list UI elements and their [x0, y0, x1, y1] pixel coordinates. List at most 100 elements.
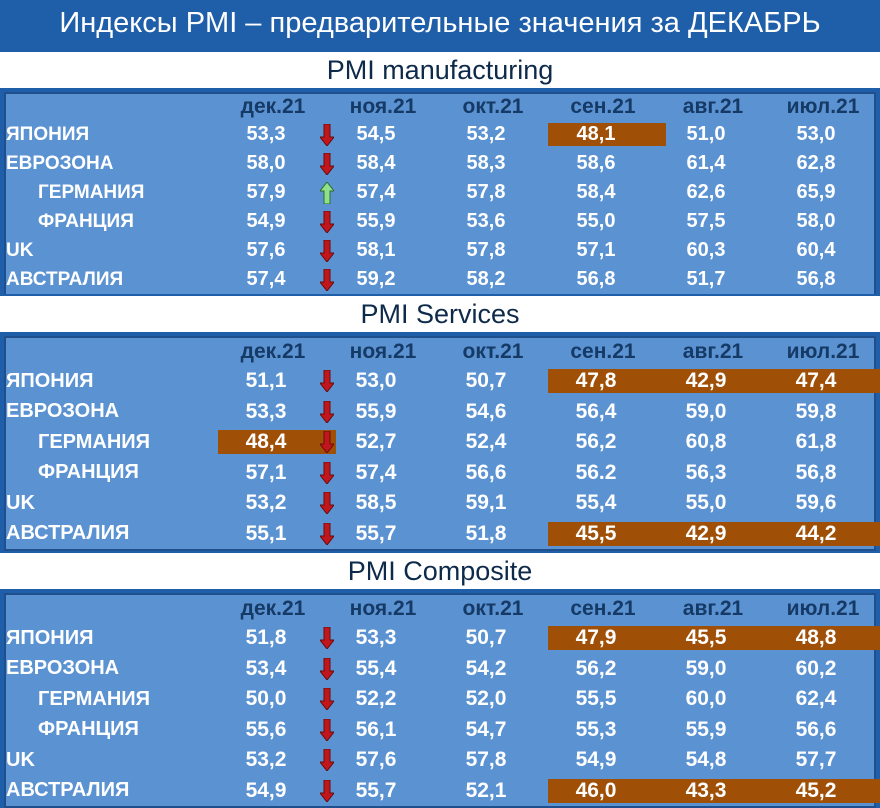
value-text: 54,9	[246, 210, 286, 232]
country-label: ФРАНЦИЯ	[38, 210, 134, 232]
value-text: 56,6	[465, 460, 507, 484]
value: 53,3	[328, 626, 446, 650]
value-text: 50,7	[465, 369, 507, 393]
value: 60,8	[658, 430, 776, 454]
value: 52,2	[328, 687, 446, 711]
value: 54,6	[438, 400, 556, 424]
value-cell: 60,3	[658, 236, 768, 265]
value-text: 56,6	[795, 717, 837, 741]
table-panel: дек.21 ноя.21 окт.21 сен.21 авг.21 июл.21 ЯПОН…	[4, 92, 876, 296]
value: 54,8	[658, 748, 776, 772]
value-cell: 55,4	[328, 654, 438, 685]
value: 56,4	[548, 400, 666, 424]
value-cell: 56,3	[658, 458, 768, 489]
value-cell: 60,2	[768, 654, 878, 685]
value: 52,1	[438, 779, 556, 803]
table-panel: дек.21 ноя.21 окт.21 сен.21 авг.21 июл.21 ЯПОН…	[4, 336, 880, 551]
value: 57,8	[438, 239, 556, 262]
value-cell: 53,0	[328, 366, 438, 397]
value: 56,8	[768, 461, 880, 485]
value-cell: 57,4	[328, 458, 438, 489]
highlighted-value: 48,1	[548, 123, 666, 146]
value: 55,3	[548, 718, 666, 742]
month-header: авг.21	[682, 597, 744, 620]
value-text: 43,3	[685, 778, 727, 802]
arrow-down-icon	[320, 431, 334, 454]
value-cell: 60,0	[658, 684, 768, 715]
month-header: июл.21	[786, 597, 860, 620]
value-text: 55,7	[355, 778, 397, 802]
value-cell: 58,0	[218, 149, 334, 178]
value: 57,4	[328, 181, 446, 204]
value-text: 62,8	[796, 152, 836, 174]
value: 52,7	[328, 430, 446, 454]
country-label: АВСТРАЛИЯ	[6, 522, 130, 545]
country-label: ГЕРМАНИЯ	[38, 687, 151, 710]
value-cell: 53,2	[218, 745, 334, 776]
value-text: 59,6	[795, 491, 837, 515]
table-row: ЕВРОЗОНА 53,3 55,9 54,6 56,4 59,0 59,8	[6, 397, 878, 428]
value-cell: 53,6	[438, 207, 548, 236]
value-text: 58,4	[356, 152, 396, 174]
value-cell: 55,7	[328, 519, 438, 550]
value-text: 61,8	[795, 430, 837, 454]
value-cell: 53,2	[218, 488, 334, 519]
value-cell: 59,1	[438, 488, 548, 519]
value-text: 42,9	[685, 521, 727, 545]
highlighted-value: 48,8	[768, 626, 880, 651]
corner-cell	[6, 595, 218, 623]
value-text: 58,4	[576, 181, 616, 203]
value-cell: 55,7	[328, 776, 438, 807]
month-header: ноя.21	[349, 340, 417, 363]
value: 56,8	[548, 268, 666, 291]
value-text: 54,7	[465, 717, 507, 741]
pmi-table: дек.21 ноя.21 окт.21 сен.21 авг.21 июл.21 ЯПОН…	[6, 338, 880, 550]
value-text: 52,4	[465, 430, 507, 454]
value: 57,9	[218, 181, 336, 204]
value: 54,9	[218, 779, 336, 803]
value: 53,3	[218, 123, 336, 146]
value: 51,8	[438, 522, 556, 546]
value-text: 59,1	[465, 491, 507, 515]
value-cell: 47,8	[548, 366, 666, 397]
value: 52,0	[438, 687, 556, 711]
value-cell: 48,8	[768, 623, 880, 654]
value-cell: 57,6	[328, 745, 438, 776]
table-panel: дек.21 ноя.21 окт.21 сен.21 авг.21 июл.21 ЯПОН…	[4, 593, 880, 808]
value-text: 56,8	[796, 268, 836, 290]
value: 61,8	[768, 430, 880, 454]
value: 57,8	[438, 181, 556, 204]
pmi-table: дек.21 ноя.21 окт.21 сен.21 авг.21 июл.21 ЯПОН…	[6, 94, 878, 294]
value-cell: 58,5	[328, 488, 438, 519]
value: 50,7	[438, 626, 556, 650]
value-text: 59,0	[685, 656, 727, 680]
value-cell: 59,8	[768, 397, 878, 428]
arrow-down-icon	[320, 210, 334, 233]
value-cell: 65,9	[768, 178, 878, 207]
country-label: ЯПОНИЯ	[6, 626, 94, 649]
value-text: 56,2	[575, 430, 617, 454]
value-cell: 55,9	[328, 397, 438, 428]
value-cell: 59,6	[768, 488, 878, 519]
value-cell: 56,8	[768, 265, 878, 294]
value: 56,8	[768, 268, 880, 291]
value: 55,9	[658, 718, 776, 742]
month-header: дек.21	[240, 340, 306, 363]
value-text: 51,8	[465, 521, 507, 545]
value: 60,4	[768, 239, 880, 262]
value-cell: 56,2	[548, 654, 658, 685]
value: 55,0	[658, 491, 776, 515]
month-header: авг.21	[682, 340, 744, 363]
month-header: ноя.21	[349, 597, 417, 620]
highlighted-value: 47,9	[548, 626, 666, 651]
value-text: 48,4	[245, 430, 287, 454]
value: 58,4	[328, 152, 446, 175]
value-text: 45,2	[795, 778, 837, 802]
value-text: 58,6	[576, 152, 616, 174]
value-cell: 54,9	[218, 776, 334, 807]
value-text: 58,3	[466, 152, 506, 174]
value: 54,7	[438, 718, 556, 742]
arrow-down-icon	[320, 779, 334, 802]
value-text: 55,4	[355, 656, 397, 680]
value-cell: 51,7	[658, 265, 768, 294]
